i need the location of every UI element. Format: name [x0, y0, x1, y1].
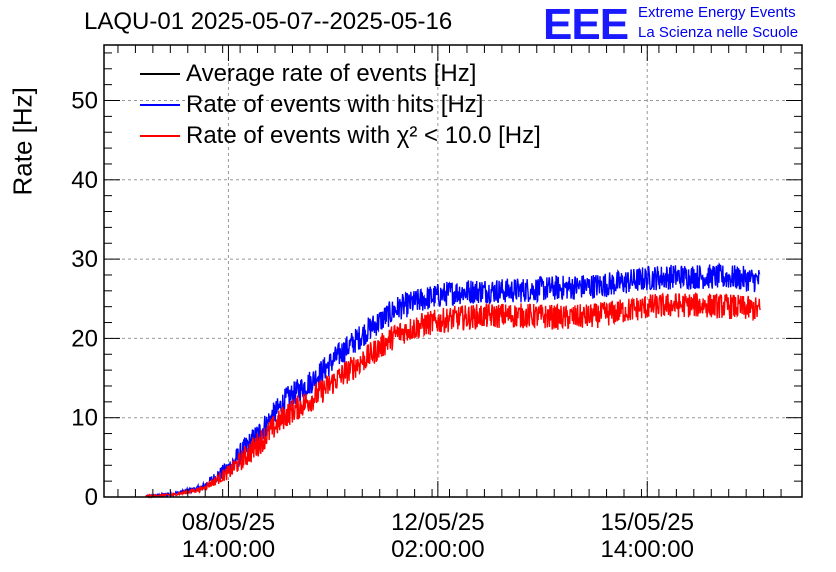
legend-label-average: Average rate of events [Hz]	[186, 59, 477, 87]
series-line-hits	[145, 262, 761, 499]
x-tick-label-date: 15/05/25	[601, 509, 694, 536]
chart-title: LAQU-01 2025-05-07--2025-05-16	[84, 8, 453, 35]
y-tick-label: 0	[85, 484, 98, 511]
legend-swatch-average	[140, 72, 180, 75]
brand-line-1: Extreme Energy Events	[638, 4, 796, 21]
y-tick-label: 40	[71, 167, 98, 194]
legend-entry-average: Average rate of events [Hz]	[140, 58, 541, 89]
y-tick-label: 10	[71, 405, 98, 432]
series-line-chi2	[145, 292, 761, 499]
x-tick-label-time: 14:00:00	[182, 536, 275, 563]
legend-label-chi2: Rate of events with χ² < 10.0 [Hz]	[186, 121, 541, 149]
x-tick-label-date: 12/05/25	[391, 509, 484, 536]
legend-entry-chi2: Rate of events with χ² < 10.0 [Hz]	[140, 120, 541, 151]
brand-line-2: La Scienza nelle Scuole	[638, 24, 799, 41]
x-tick-label-date: 08/05/25	[182, 509, 275, 536]
legend-swatch-chi2	[140, 134, 180, 137]
legend: Average rate of events [Hz] Rate of even…	[140, 58, 541, 151]
legend-entry-hits: Rate of events with hits [Hz]	[140, 89, 541, 120]
plot-frame	[103, 44, 803, 498]
y-tick-label: 20	[71, 325, 98, 352]
x-tick-label-time: 14:00:00	[601, 536, 694, 563]
y-tick-label: 50	[71, 88, 98, 115]
legend-swatch-hits	[140, 103, 180, 106]
eee-logo: EEE	[543, 0, 629, 49]
y-axis-label: Rate [Hz]	[7, 87, 38, 196]
y-tick-label: 30	[71, 246, 98, 273]
x-tick-label-time: 02:00:00	[391, 536, 484, 563]
legend-label-hits: Rate of events with hits [Hz]	[186, 90, 484, 118]
